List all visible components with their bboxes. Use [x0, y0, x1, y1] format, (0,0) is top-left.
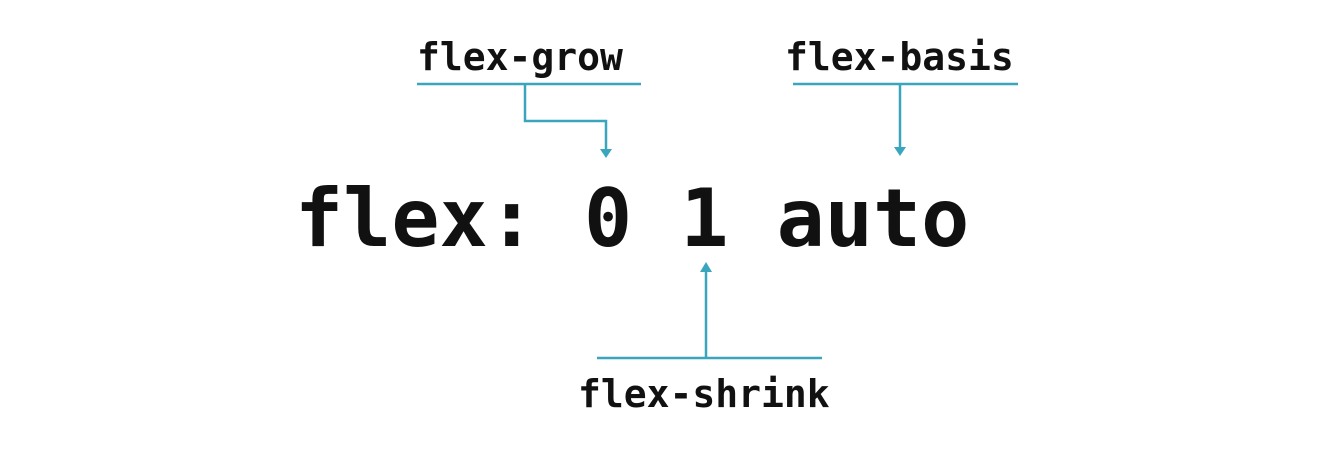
flex-shrink-label: flex-shrink	[578, 372, 830, 416]
flex-grow-connector	[417, 82, 641, 158]
flex-shrink-arrowhead	[700, 262, 712, 272]
flex-grow-arrowhead	[600, 149, 612, 158]
flex-shrink-connector	[597, 262, 822, 360]
flex-basis-arrowhead	[894, 147, 906, 156]
flex-basis-connector	[793, 82, 1018, 156]
flex-grow-leader	[523, 84, 608, 150]
flex-grow-label: flex-grow	[417, 35, 623, 79]
flex-declaration: flex: 0 1 auto	[295, 172, 970, 265]
flex-basis-label: flex-basis	[785, 35, 1014, 79]
